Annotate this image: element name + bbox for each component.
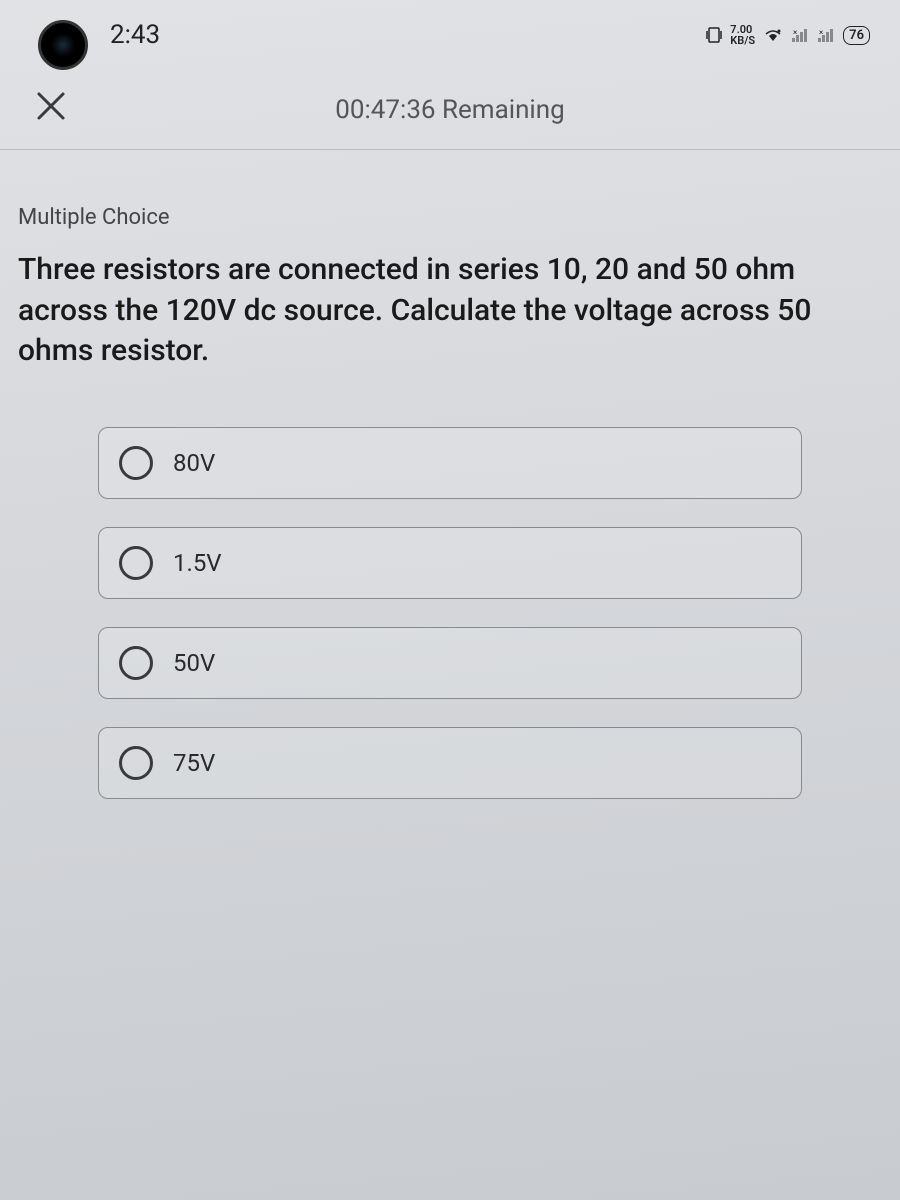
signal-icon-2: ×: [817, 27, 835, 43]
close-icon: [35, 90, 67, 122]
option-label: 50V: [173, 649, 215, 677]
radio-icon: [119, 646, 153, 680]
radio-icon: [119, 446, 153, 480]
data-speed-indicator: 7.00 KB/S: [730, 24, 755, 46]
signal-icon-1: ×: [791, 27, 809, 43]
question-content: Multiple Choice Three resistors are conn…: [0, 150, 900, 1200]
app-header: 00:47:36 Remaining: [0, 70, 900, 150]
option-label: 80V: [173, 449, 215, 477]
phone-screen: 2:43 7.00 KB/S × × 76: [0, 0, 900, 1200]
camera-cutout: [38, 20, 88, 70]
option-3[interactable]: 50V: [98, 627, 802, 699]
question-type-label: Multiple Choice: [18, 205, 882, 230]
option-label: 75V: [173, 749, 215, 777]
status-bar: 2:43 7.00 KB/S × × 76: [0, 0, 900, 70]
question-text: Three resistors are connected in series …: [18, 250, 882, 372]
radio-icon: [119, 546, 153, 580]
svg-text:×: ×: [819, 28, 823, 37]
battery-indicator: 76: [843, 26, 870, 45]
status-time: 2:43: [110, 20, 160, 50]
wifi-icon: [763, 27, 783, 43]
vibrate-icon: [706, 26, 722, 44]
option-1[interactable]: 80V: [98, 427, 802, 499]
svg-text:×: ×: [793, 28, 797, 37]
answer-options: 80V 1.5V 50V 75V: [18, 427, 882, 799]
radio-icon: [119, 746, 153, 780]
option-label: 1.5V: [173, 549, 222, 577]
option-4[interactable]: 75V: [98, 727, 802, 799]
timer-label: 00:47:36 Remaining: [335, 95, 564, 125]
status-indicators: 7.00 KB/S × × 76: [706, 24, 870, 46]
option-2[interactable]: 1.5V: [98, 527, 802, 599]
data-speed-unit: KB/S: [730, 35, 755, 46]
close-button[interactable]: [25, 80, 77, 139]
